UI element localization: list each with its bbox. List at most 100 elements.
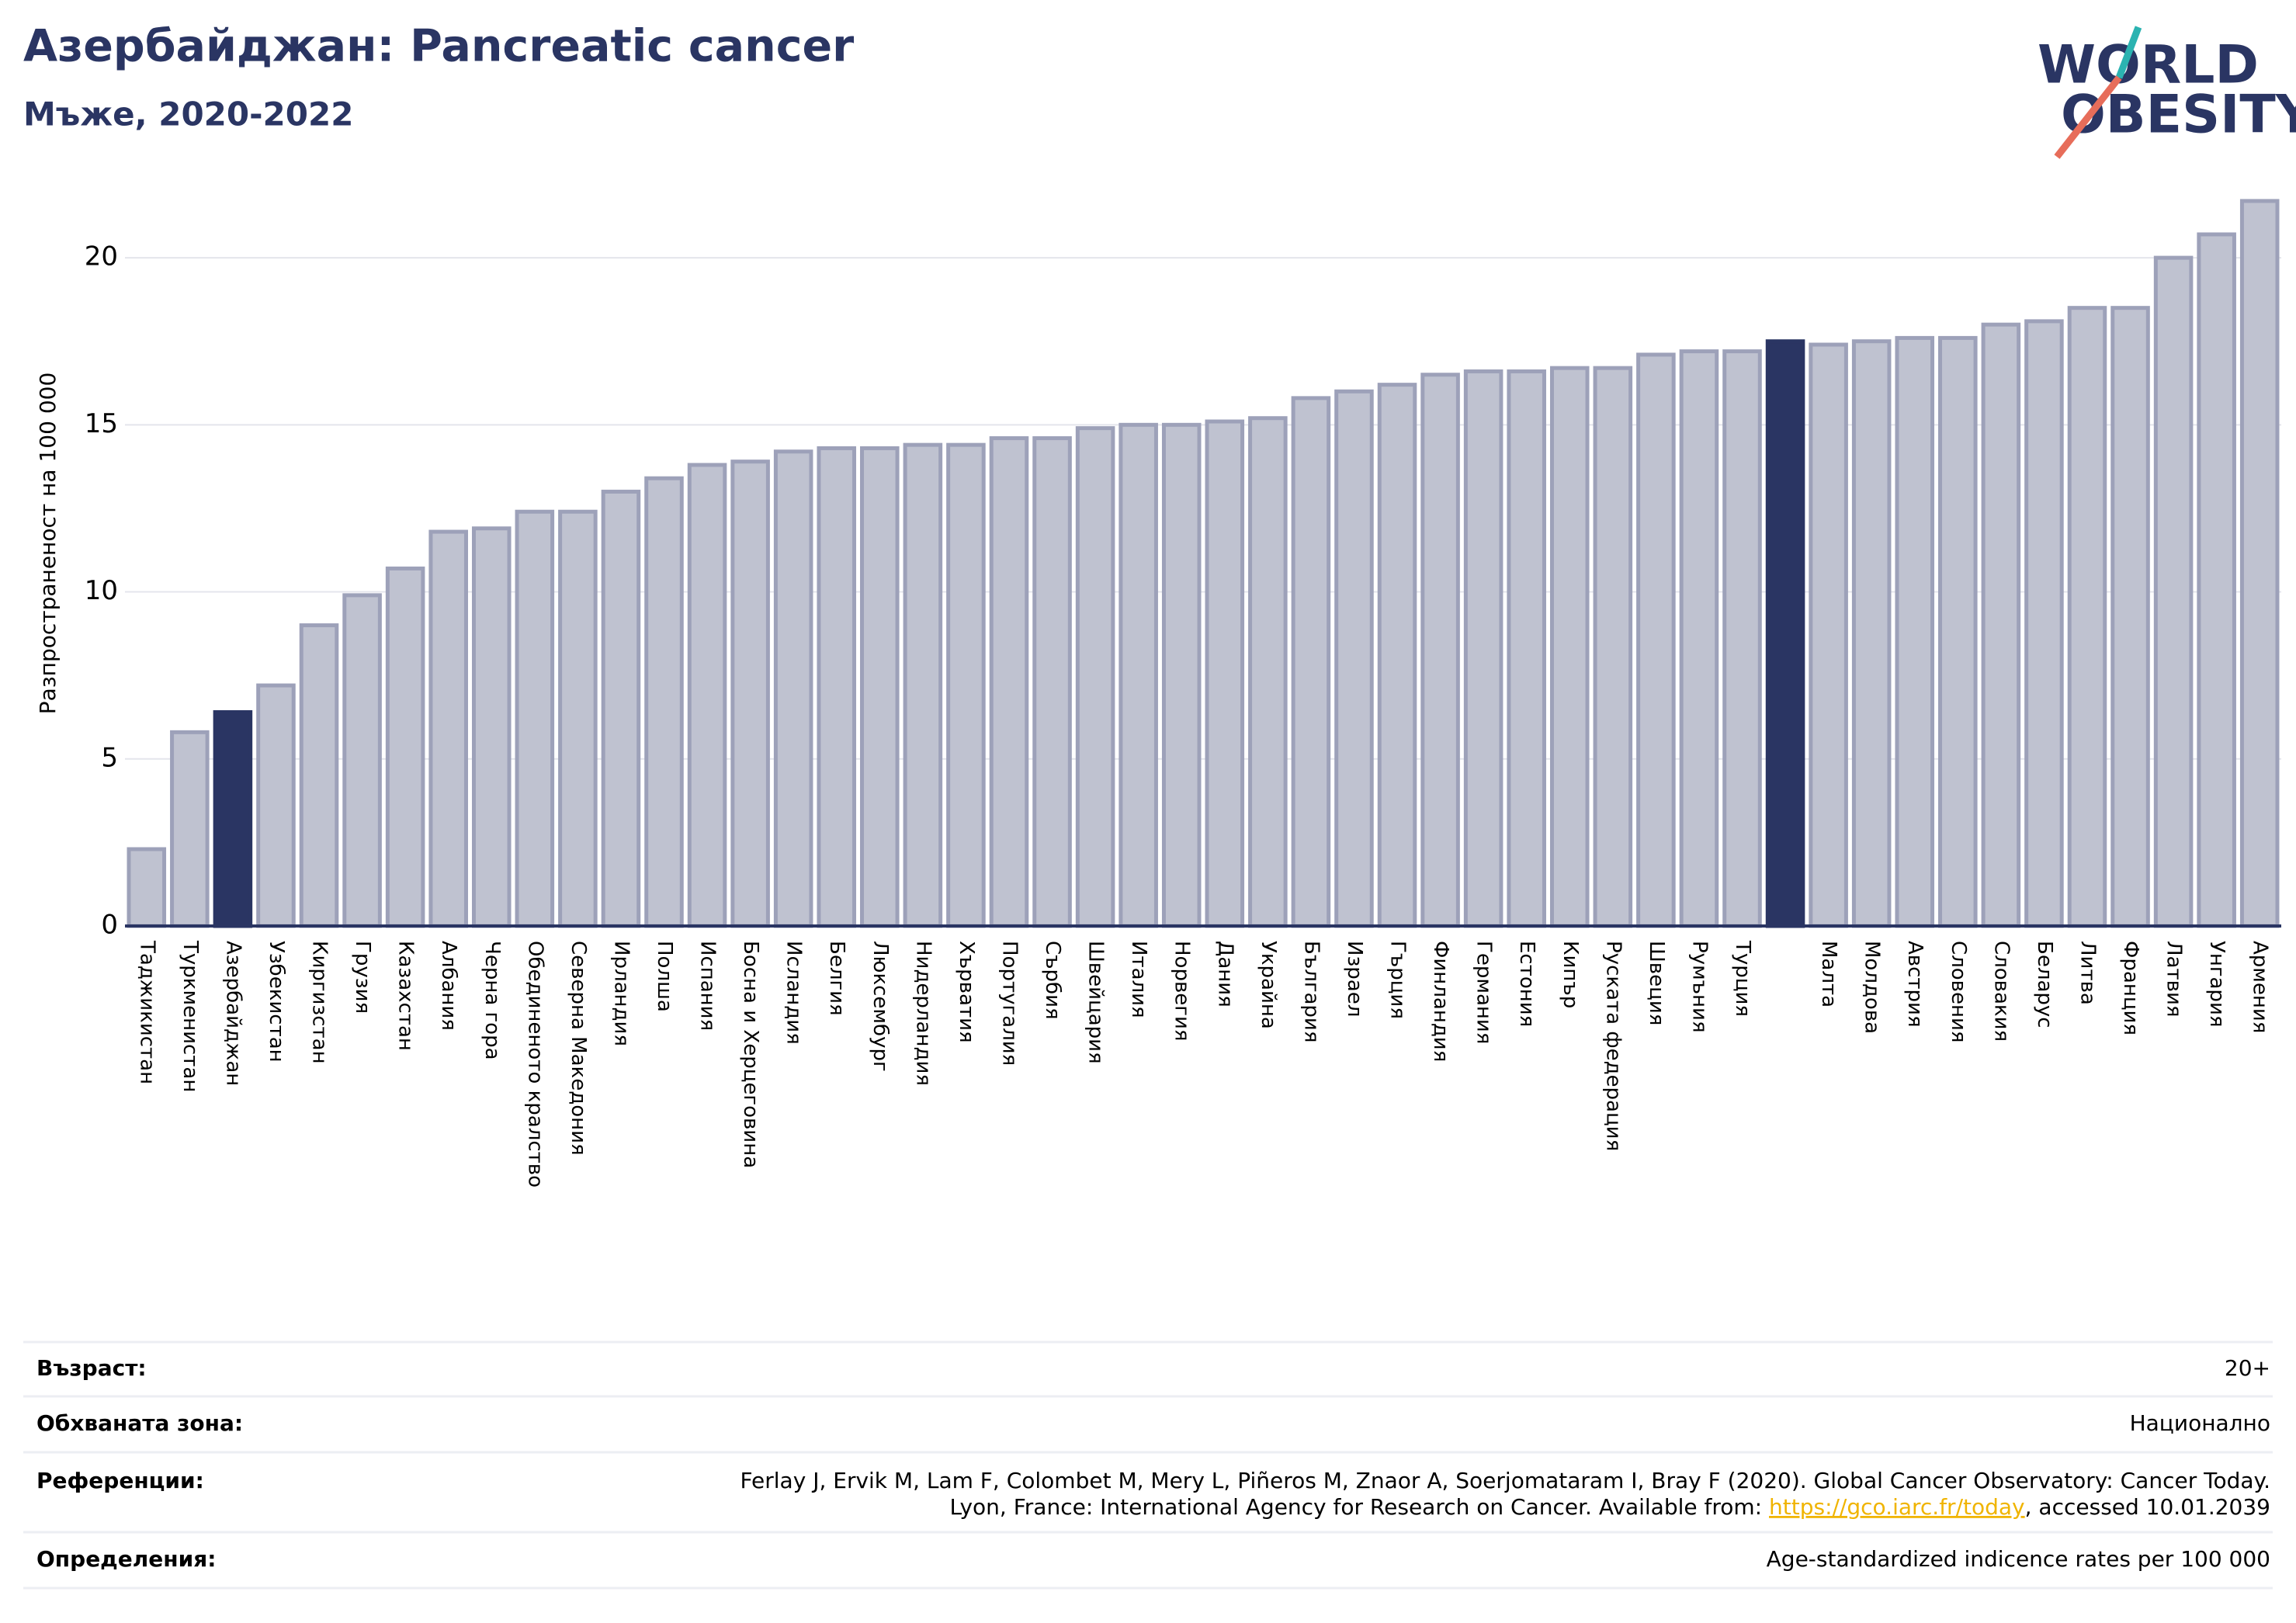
bar	[127, 847, 167, 928]
row-label: Определения:	[36, 1546, 216, 1572]
bar	[1507, 369, 1546, 928]
bar	[860, 446, 900, 928]
bar	[1809, 342, 1848, 928]
x-tick-label: Азербайджан	[221, 941, 245, 1086]
bar	[687, 463, 727, 928]
logo-text: WORLD	[2038, 35, 2259, 96]
x-tick-label: Кипър	[1559, 941, 1582, 1008]
text-part: Lyon, France: International Agency for R…	[949, 1494, 1769, 1520]
x-tick-label: Румъния	[1687, 941, 1711, 1033]
y-tick-label: 20	[85, 241, 118, 272]
x-tick-label: Киргизстан	[308, 941, 331, 1064]
logo-text: OBESITY	[2061, 85, 2296, 146]
x-tick-label: Албания	[437, 941, 460, 1031]
x-tick-label: Естония	[1515, 941, 1538, 1027]
row-value: Age-standardized indicence rates per 100…	[1767, 1546, 2270, 1572]
y-tick-label: 5	[101, 742, 118, 773]
x-tick-label: Северна Македония	[567, 941, 590, 1156]
bar	[2153, 255, 2194, 928]
bar	[989, 436, 1029, 928]
x-tick-label: Малта	[1817, 941, 1840, 1007]
bar	[1291, 396, 1331, 928]
x-tick-label: Израел	[1343, 941, 1366, 1017]
chart-title: Азербайджан: Pancreatic cancer	[23, 21, 854, 72]
bar	[1463, 369, 1503, 928]
bar	[2239, 199, 2280, 928]
x-tick-label: Италия	[1127, 941, 1150, 1018]
x-tick-label: Германия	[1472, 941, 1496, 1044]
x-tick-label: Черна гора	[480, 941, 504, 1060]
bar	[170, 730, 210, 928]
bar	[1075, 426, 1115, 928]
bar	[515, 509, 555, 928]
x-tick-label: Казахстан	[394, 941, 418, 1051]
bar	[1895, 335, 1935, 928]
x-tick-label: Нидерландия	[911, 941, 935, 1086]
x-tick-label: Португалия	[997, 941, 1021, 1066]
bar	[256, 683, 296, 928]
bar	[299, 623, 339, 928]
row-value: 20+	[2225, 1355, 2270, 1381]
bar	[773, 449, 813, 928]
bar	[1334, 389, 1374, 928]
x-tick-label: Финландия	[1429, 941, 1452, 1062]
x-tick-label: Словакия	[1989, 941, 2013, 1042]
logo: WORLD OBESITY	[2038, 26, 2296, 159]
footer: Възраст: 20+ Обхваната зона: Национално Рефе…	[23, 1340, 2273, 1590]
x-tick-label: Украйна	[1257, 941, 1280, 1029]
logo-slash	[2054, 75, 2122, 159]
x-tick-label: Сърбия	[1041, 941, 1064, 1020]
bar	[1722, 349, 1762, 928]
x-tick-label: Руската федерация	[1601, 941, 1625, 1151]
bar	[946, 442, 986, 928]
bar	[1161, 422, 1202, 928]
x-tick-label: България	[1299, 941, 1323, 1042]
bar	[1205, 419, 1245, 928]
x-tick-label: Швеция	[1645, 941, 1668, 1025]
x-tick-label: Обединеното кралство	[523, 941, 546, 1188]
x-tick-label: Гърция	[1386, 941, 1410, 1019]
x-tick-label: Испания	[696, 941, 720, 1031]
bar	[1679, 349, 1719, 928]
x-tick-label: Туркменистан	[179, 940, 202, 1092]
x-tick-label: Франция	[2119, 941, 2142, 1035]
plot: 0 5 10 15 20 Таджикистан Туркменистан Азербайдж…	[85, 199, 2281, 1188]
link[interactable]: https://gco.iarc.fr/today	[1769, 1494, 2025, 1520]
x-tick-label: Грузия	[351, 941, 374, 1014]
x-tick-label: Словения	[1947, 941, 1970, 1043]
row-value: Ferlay J, Ervik M, Lam F, Colombet M, Me…	[740, 1468, 2270, 1493]
bar	[1549, 366, 1590, 928]
x-tick-label: Норвегия	[1171, 941, 1194, 1041]
x-tick-label: Турция	[1731, 940, 1754, 1017]
bar	[1420, 373, 1460, 928]
row-value: Lyon, France: International Agency for R…	[949, 1494, 2270, 1520]
bar	[1248, 416, 1288, 928]
x-tick-label: Полша	[653, 941, 676, 1012]
bar	[428, 529, 468, 928]
bar	[1765, 339, 1805, 928]
x-tick-label: Таджикистан	[135, 940, 158, 1084]
y-axis-title: Разпространеност на 100 000	[35, 373, 61, 715]
row-label: Референции:	[36, 1468, 204, 1493]
x-tick-label: Унгария	[2205, 941, 2228, 1027]
y-tick-label: 15	[85, 408, 118, 439]
x-tick-label: Исландия	[782, 941, 806, 1045]
bar	[1981, 322, 2021, 928]
x-tick-label: Беларус	[2033, 941, 2056, 1028]
x-tick-label: Ирландия	[609, 941, 633, 1046]
bar	[1593, 366, 1633, 928]
bar	[903, 442, 943, 928]
x-tick-label: Дания	[1213, 941, 1236, 1007]
bar	[817, 446, 857, 928]
x-tick-label: Молдова	[1861, 941, 1884, 1034]
bar	[213, 710, 253, 928]
bar	[1851, 339, 1892, 928]
row-value: Национално	[2130, 1410, 2270, 1436]
bar	[1938, 335, 1978, 928]
x-tick-label: Швейцария	[1084, 941, 1108, 1064]
x-tick-label: Литва	[2076, 941, 2099, 1005]
x-tick-label: Люксембург	[869, 941, 892, 1072]
x-tick-label: Узбекистан	[265, 941, 288, 1063]
bar	[730, 460, 770, 928]
y-tick-label: 0	[101, 910, 118, 941]
